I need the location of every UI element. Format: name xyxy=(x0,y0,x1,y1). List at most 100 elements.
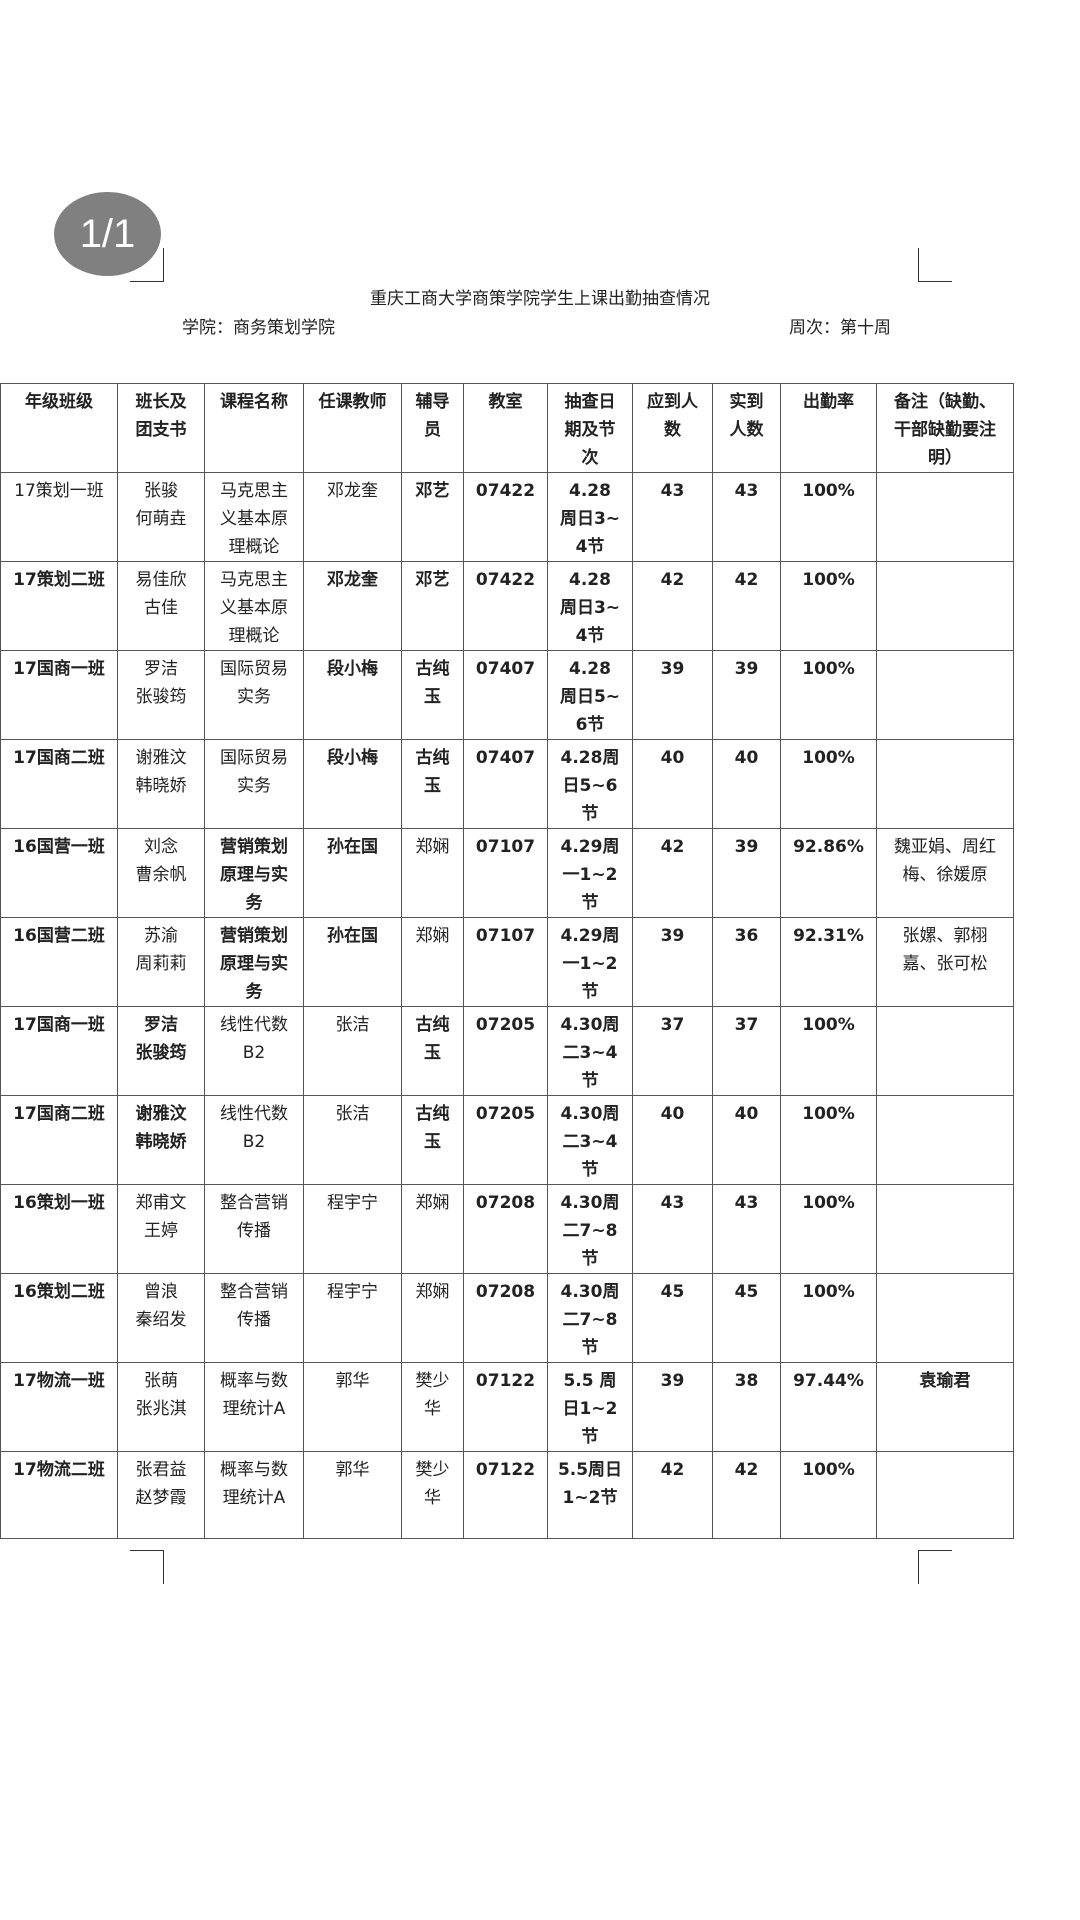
cell-class: 16策划二班 xyxy=(0,1273,118,1363)
cell-remarks xyxy=(876,1006,1014,1096)
cell-counselor: 古纯 玉 xyxy=(401,1095,464,1185)
cell-counselor: 樊少 华 xyxy=(401,1451,464,1539)
cell-counselor: 古纯 玉 xyxy=(401,739,464,829)
header-remarks: 备注（缺勤、 干部缺勤要注 明） xyxy=(876,383,1014,473)
cell-class: 17国商一班 xyxy=(0,1006,118,1096)
cell-check-time: 4.29周 一1~2 节 xyxy=(547,828,633,918)
table-row: 16国营一班 刘念 曹余帆 营销策划 原理与实 务孙在国 郑娴 07107 4.29周 一… xyxy=(0,828,1014,918)
cell-expected: 45 xyxy=(632,1273,713,1363)
table-row: 17策划二班 易佳欣 古佳 马克思主 义基本原 理概论 邓龙奎 邓艺 07422 4.28 … xyxy=(0,561,1014,651)
cell-expected: 42 xyxy=(632,561,713,651)
table-row: 16国营二班 苏渝 周莉莉 营销策划 原理与实 务孙在国 郑娴 07107 4.29周 一… xyxy=(0,917,1014,1007)
cell-expected: 43 xyxy=(632,1184,713,1274)
cell-teacher: 段小梅 xyxy=(303,650,402,740)
cell-remarks xyxy=(876,650,1014,740)
cell-classroom: 07205 xyxy=(463,1095,548,1185)
cell-counselor: 古纯 玉 xyxy=(401,1006,464,1096)
cell-course: 整合营销 传播 xyxy=(204,1273,304,1363)
table-row: 17国商二班 谢雅汶 韩晓娇 国际贸易 实务 段小梅 古纯 玉 07407 4.28周 日5… xyxy=(0,739,1014,829)
cell-counselor: 郑娴 xyxy=(401,1273,464,1363)
table-row: 16策划一班 郑甫文 王婷 整合营销 传播 程宇宁 郑娴 07208 4.30周 二7~8 … xyxy=(0,1184,1014,1274)
cell-remarks: 袁瑜君 xyxy=(876,1362,1014,1452)
cell-check-time: 4.28 周日5~ 6节 xyxy=(547,650,633,740)
cell-remarks xyxy=(876,561,1014,651)
cell-teacher: 郭华 xyxy=(303,1362,402,1452)
cell-expected: 39 xyxy=(632,917,713,1007)
cell-class: 17国商一班 xyxy=(0,650,118,740)
cell-class: 17物流二班 xyxy=(0,1451,118,1539)
cell-classroom: 07205 xyxy=(463,1006,548,1096)
cell-attendance-rate: 100% xyxy=(780,1095,877,1185)
header-attendance-rate: 出勤率 xyxy=(780,383,877,473)
cell-remarks: 魏亚娟、周红 梅、徐媛原 xyxy=(876,828,1014,918)
cell-check-time: 4.28 周日3~ 4节 xyxy=(547,472,633,562)
cell-class: 17物流一班 xyxy=(0,1362,118,1452)
cell-counselor: 郑娴 xyxy=(401,1184,464,1274)
cell-expected: 40 xyxy=(632,739,713,829)
cell-remarks xyxy=(876,1184,1014,1274)
cell-counselor: 樊少 华 xyxy=(401,1362,464,1452)
cell-expected: 39 xyxy=(632,1362,713,1452)
header-check-time: 抽查日 期及节 次 xyxy=(547,383,633,473)
cell-attendance-rate: 100% xyxy=(780,739,877,829)
cell-leaders: 曾浪 秦绍发 xyxy=(117,1273,205,1363)
document-title: 重庆工商大学商策学院学生上课出勤抽查情况 xyxy=(370,289,710,309)
cell-present: 45 xyxy=(712,1273,781,1363)
cell-class: 16国营一班 xyxy=(0,828,118,918)
header-classroom: 教室 xyxy=(463,383,548,473)
cell-check-time: 5.5 周 日1~2 节 xyxy=(547,1362,633,1452)
cell-remarks xyxy=(876,472,1014,562)
cell-leaders: 张君益 赵梦霞 xyxy=(117,1451,205,1539)
cell-present: 43 xyxy=(712,1184,781,1274)
cell-classroom: 07407 xyxy=(463,650,548,740)
cell-attendance-rate: 100% xyxy=(780,1273,877,1363)
cell-leaders: 谢雅汶 韩晓娇 xyxy=(117,1095,205,1185)
cell-course: 营销策划 原理与实 务 xyxy=(204,828,304,918)
cell-class: 17策划一班 xyxy=(0,472,118,562)
cell-course: 线性代数 B2 xyxy=(204,1095,304,1185)
cell-expected: 37 xyxy=(632,1006,713,1096)
cell-teacher: 段小梅 xyxy=(303,739,402,829)
cell-classroom: 07122 xyxy=(463,1451,548,1539)
header-leaders: 班长及 团支书 xyxy=(117,383,205,473)
table-row: 17策划一班 张骏 何萌垚 马克思主 义基本原 理概论 邓龙奎 邓艺 07422 4.28 … xyxy=(0,472,1014,562)
page-indicator: 1/1 xyxy=(54,192,161,276)
cell-attendance-rate: 100% xyxy=(780,472,877,562)
cell-attendance-rate: 100% xyxy=(780,1451,877,1539)
cell-remarks xyxy=(876,1451,1014,1539)
cell-teacher: 孙在国 xyxy=(303,828,402,918)
college-label: 学院：商务策划学院 xyxy=(182,318,335,338)
cell-present: 36 xyxy=(712,917,781,1007)
cell-leaders: 郑甫文 王婷 xyxy=(117,1184,205,1274)
cell-counselor: 邓艺 xyxy=(401,561,464,651)
cell-course: 概率与数 理统计A xyxy=(204,1362,304,1452)
cell-teacher: 邓龙奎 xyxy=(303,561,402,651)
cell-leaders: 张萌 张兆淇 xyxy=(117,1362,205,1452)
cell-course: 国际贸易 实务 xyxy=(204,650,304,740)
cell-class: 17策划二班 xyxy=(0,561,118,651)
crop-mark-bottom-right xyxy=(918,1550,952,1584)
cell-teacher: 张洁 xyxy=(303,1006,402,1096)
cell-remarks xyxy=(876,739,1014,829)
cell-classroom: 07208 xyxy=(463,1184,548,1274)
cell-attendance-rate: 100% xyxy=(780,1184,877,1274)
cell-course: 概率与数 理统计A xyxy=(204,1451,304,1539)
cell-present: 42 xyxy=(712,1451,781,1539)
cell-expected: 39 xyxy=(632,650,713,740)
cell-present: 43 xyxy=(712,472,781,562)
header-teacher: 任课教师 xyxy=(303,383,402,473)
cell-remarks xyxy=(876,1095,1014,1185)
cell-class: 16国营二班 xyxy=(0,917,118,1007)
cell-present: 42 xyxy=(712,561,781,651)
cell-teacher: 邓龙奎 xyxy=(303,472,402,562)
cell-leaders: 刘念 曹余帆 xyxy=(117,828,205,918)
cell-present: 40 xyxy=(712,1095,781,1185)
cell-remarks xyxy=(876,1273,1014,1363)
cell-present: 39 xyxy=(712,650,781,740)
cell-present: 40 xyxy=(712,739,781,829)
cell-course: 线性代数 B2 xyxy=(204,1006,304,1096)
cell-counselor: 郑娴 xyxy=(401,917,464,1007)
attendance-table: 年级班级 班长及 团支书 课程名称 任课教师 辅导 员教室 抽查日 期及节 次应到人 数实… xyxy=(0,383,1014,1539)
week-label: 周次：第十周 xyxy=(789,318,891,338)
cell-check-time: 5.5周日 1~2节 xyxy=(547,1451,633,1539)
